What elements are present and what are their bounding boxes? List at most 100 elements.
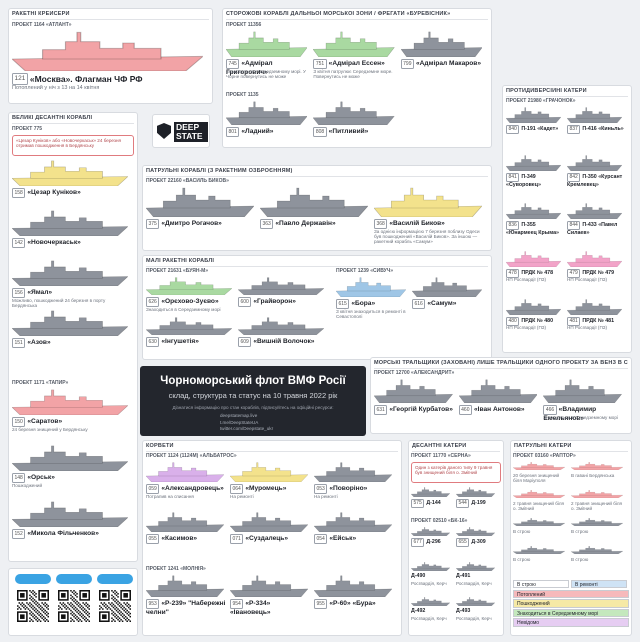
qr-code[interactable]	[58, 590, 90, 622]
qr-module	[114, 597, 116, 600]
ship-silhouette	[567, 203, 622, 219]
qr-module	[73, 612, 75, 615]
ship-silhouette	[230, 462, 308, 482]
section-title: МОРСЬКІ ТРАЛЬЩИКИ (ЗАХОВАНІ) ЛИШЕ ТРАЛЬЩ…	[374, 360, 628, 366]
ship-label: 481 ПРДК № 481	[567, 317, 624, 326]
qr-module	[124, 608, 127, 610]
qr-module	[79, 614, 81, 616]
qr-module	[109, 608, 112, 610]
qr-module	[100, 606, 103, 609]
qr-module	[58, 608, 60, 610]
ship-number: 677	[411, 538, 425, 547]
ship-note: Потрапив на списання	[146, 493, 194, 499]
link[interactable]: twitter.com/Deepstate_ukr	[220, 426, 274, 431]
qr-module	[102, 603, 104, 606]
ship-number: 478	[506, 269, 520, 278]
ship-card: В строю	[513, 546, 568, 572]
ship-label: 836 П-355 «Юнармеец Крыма»	[506, 221, 563, 237]
ship-label: 801 «Ладний»	[226, 127, 309, 138]
superstructure	[326, 575, 376, 591]
project-name: ПРОЕКТ 1124 (1124М) «АЛЬБАТРОС»	[146, 453, 237, 459]
ship-card: Д-492 Росгвардія, Керч	[411, 597, 453, 630]
ship-note: В строю	[571, 529, 589, 534]
qr-module	[71, 614, 74, 616]
qr-module	[36, 602, 39, 604]
qr-module	[88, 612, 90, 615]
ship-number: 841	[506, 173, 520, 182]
qr-module	[126, 605, 128, 607]
ship-number: 071	[230, 534, 244, 545]
qr-module	[38, 603, 40, 606]
ship-number: 575	[411, 499, 425, 508]
ship-card: 054 «Ейськ»	[314, 512, 395, 560]
qr-module	[120, 614, 122, 616]
ship-label: 575 Д-144	[411, 499, 452, 508]
qr-module	[108, 602, 110, 604]
ship-label: 148 «Орськ»	[12, 473, 130, 484]
legend-item: В строю	[513, 580, 569, 589]
superstructure	[579, 490, 612, 496]
qr-module	[120, 611, 122, 613]
ship-card: 152 «Микола Фільченков»	[12, 501, 131, 555]
ship-card: 799 «Адмірал Макаров»	[400, 31, 485, 85]
ship-silhouette	[12, 160, 128, 186]
section-rule	[226, 19, 488, 20]
qr-module	[129, 620, 131, 622]
ship-name: «Владимир Емельянов»	[543, 406, 597, 423]
qr-module	[115, 599, 118, 601]
ship-silhouette	[456, 487, 495, 497]
ship-silhouette	[458, 379, 538, 403]
qr-module	[38, 618, 40, 621]
qr-module	[114, 593, 116, 595]
qr-code[interactable]	[99, 590, 131, 622]
ship-card: 158 «Цезар Куніков»	[12, 160, 131, 208]
qr-module	[114, 600, 116, 603]
qr-module	[123, 609, 125, 612]
ship-name: «Цезар Куніков»	[27, 189, 81, 196]
social-button[interactable]	[97, 574, 133, 584]
superstructure	[162, 187, 231, 209]
ship-number: 840	[506, 125, 520, 134]
qr-module	[111, 597, 113, 600]
qr-module	[80, 615, 83, 618]
ship-card: 053 «Поворіно» На ремонті	[314, 462, 395, 510]
superstructure	[514, 203, 550, 215]
ship-silhouette	[230, 512, 308, 532]
qr-code[interactable]	[17, 590, 49, 622]
ship-card: 544 Д-199	[456, 487, 498, 513]
ship-silhouette	[313, 31, 395, 57]
project-note: Один з катерів даного типу 9 травня був …	[411, 462, 501, 483]
link[interactable]: t.me/DeepStateUA	[220, 419, 259, 425]
social-button[interactable]	[15, 574, 51, 584]
qr-finder	[82, 593, 87, 598]
ship-card: 840 П-191 «Кадет»	[506, 107, 564, 153]
qr-module	[117, 596, 119, 598]
ship-card: 481 ПРДК № 481 НП Росгвардії (ПЗ)	[567, 299, 625, 345]
project-name: ПРОЕКТ 12700 «АЛЕКСАНДРИТ»	[374, 370, 455, 376]
ship-silhouette	[571, 518, 623, 526]
qr-module	[44, 602, 46, 604]
project-name: ПРОЕКТ 22160 «ВАСИЛЬ БИКОВ»	[146, 178, 229, 184]
qr-module	[71, 591, 74, 594]
qr-module	[105, 606, 107, 609]
ship-number: 142	[12, 238, 26, 249]
qr-module	[42, 615, 45, 618]
superstructure	[346, 277, 391, 292]
ship-silhouette	[567, 299, 622, 315]
link[interactable]: deepstatemap.live	[220, 413, 258, 418]
ship-number: 745	[226, 59, 240, 70]
ship-silhouette	[513, 546, 565, 554]
qr-module	[29, 617, 31, 619]
qr-module	[61, 608, 63, 610]
qr-module	[76, 611, 78, 613]
social-button[interactable]	[56, 574, 92, 584]
qr-module	[112, 606, 115, 609]
ship-card: 478 ПРДК № 478 НП Росгвардії (ПЗ)	[506, 251, 564, 297]
qr-module	[20, 603, 22, 606]
ship-number: 842	[567, 173, 581, 182]
qr-module	[65, 608, 68, 610]
qr-module	[44, 620, 46, 622]
section-rule	[146, 176, 488, 177]
ship-silhouette	[313, 101, 395, 125]
qr-module	[30, 603, 33, 606]
